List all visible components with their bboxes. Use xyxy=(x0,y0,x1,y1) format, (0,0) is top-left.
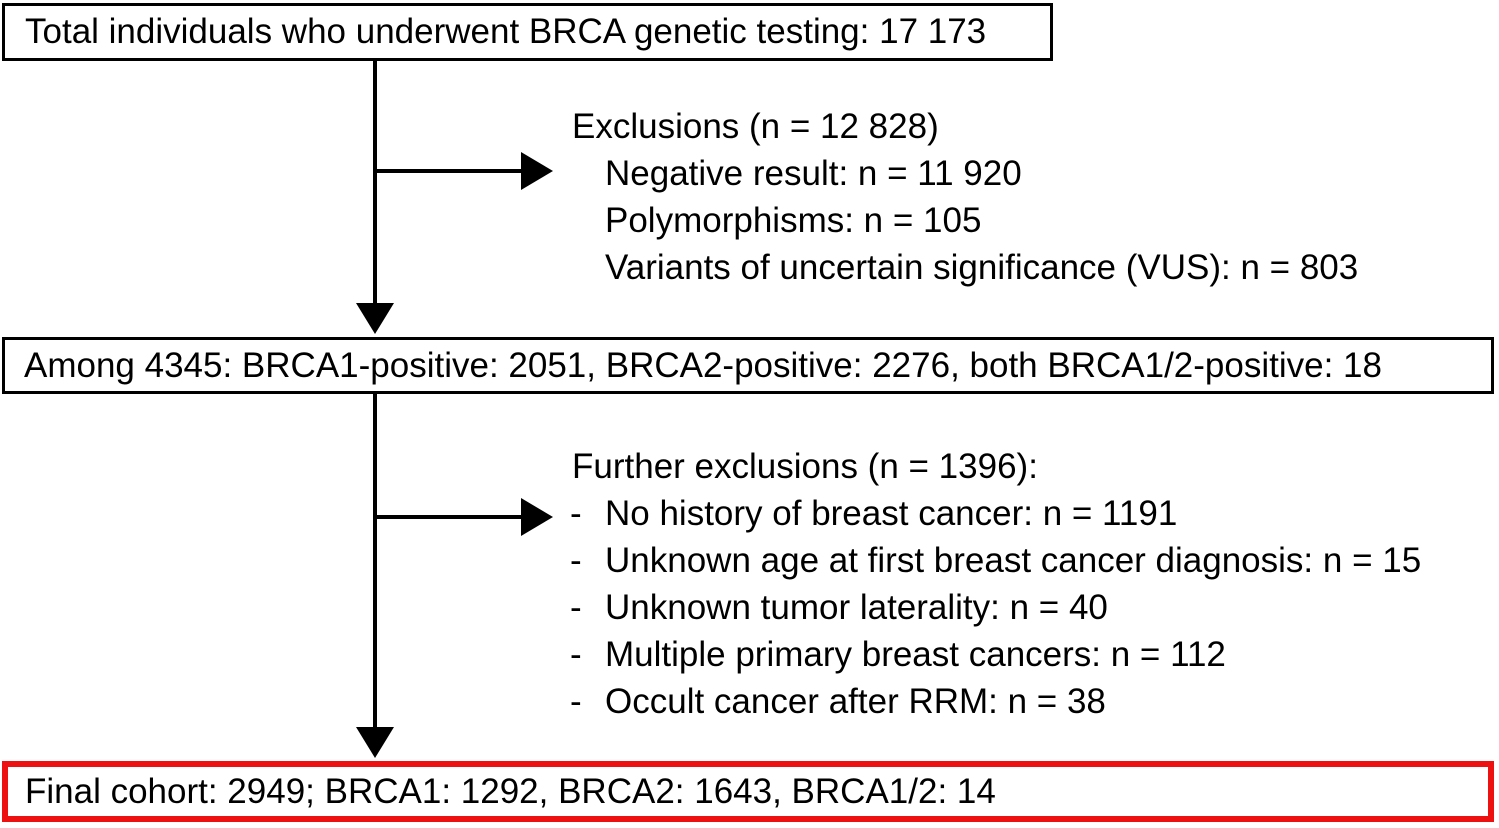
box-final-text: Final cohort: 2949; BRCA1: 1292, BRCA2: … xyxy=(25,771,996,811)
further-exclusions-item-text: Occult cancer after RRM: n = 38 xyxy=(605,682,1106,721)
dash-bullet: - xyxy=(570,682,582,721)
further-exclusions-header: Further exclusions (n = 1396): xyxy=(572,447,1038,486)
dash-bullet: - xyxy=(570,635,582,674)
arrow-down-icon xyxy=(356,303,394,334)
box-among-positive: Among 4345: BRCA1-positive: 2051, BRCA2-… xyxy=(2,337,1494,394)
connector-vertical-line-1 xyxy=(373,61,377,304)
exclusions-item: Variants of uncertain significance (VUS)… xyxy=(605,248,1359,287)
further-exclusions-item: - Multiple primary breast cancers: n = 1… xyxy=(570,631,1421,678)
further-exclusions-item-text: Unknown age at first breast cancer diagn… xyxy=(605,541,1422,580)
box-among-text: Among 4345: BRCA1-positive: 2051, BRCA2-… xyxy=(24,345,1382,385)
further-exclusions-item-text: No history of breast cancer: n = 1191 xyxy=(605,494,1178,533)
dash-bullet: - xyxy=(570,541,582,580)
arrow-down-icon xyxy=(356,727,394,758)
dash-bullet: - xyxy=(570,494,582,533)
dash-bullet: - xyxy=(570,588,582,627)
further-exclusions-item: - Unknown tumor laterality: n = 40 xyxy=(570,584,1421,631)
further-exclusions-block: Further exclusions (n = 1396): - No hist… xyxy=(570,443,1422,725)
box-total-text: Total individuals who underwent BRCA gen… xyxy=(25,12,987,51)
further-exclusions-item: - Unknown age at first breast cancer dia… xyxy=(570,537,1422,584)
arrow-right-icon xyxy=(521,152,553,190)
box-total-individuals: Total individuals who underwent BRCA gen… xyxy=(2,3,1053,61)
branch-horizontal-line-2 xyxy=(375,515,522,519)
further-exclusions-item-text: Unknown tumor laterality: n = 40 xyxy=(605,588,1108,627)
exclusions-item: Negative result: n = 11 920 xyxy=(605,154,1022,193)
connector-vertical-line-2 xyxy=(373,394,377,728)
exclusions-block: Exclusions (n = 12 828) Negative result:… xyxy=(572,103,1358,291)
further-exclusions-item: - Occult cancer after RRM: n = 38 xyxy=(570,678,1421,725)
exclusions-item: Polymorphisms: n = 105 xyxy=(605,201,982,240)
box-final-cohort: Final cohort: 2949; BRCA1: 1292, BRCA2: … xyxy=(2,761,1494,822)
exclusions-header: Exclusions (n = 12 828) xyxy=(572,107,939,146)
further-exclusions-item-text: Multiple primary breast cancers: n = 112 xyxy=(605,635,1226,674)
branch-horizontal-line-1 xyxy=(375,169,522,173)
arrow-right-icon xyxy=(521,498,553,536)
further-exclusions-item: - No history of breast cancer: n = 1191 xyxy=(570,490,1421,537)
